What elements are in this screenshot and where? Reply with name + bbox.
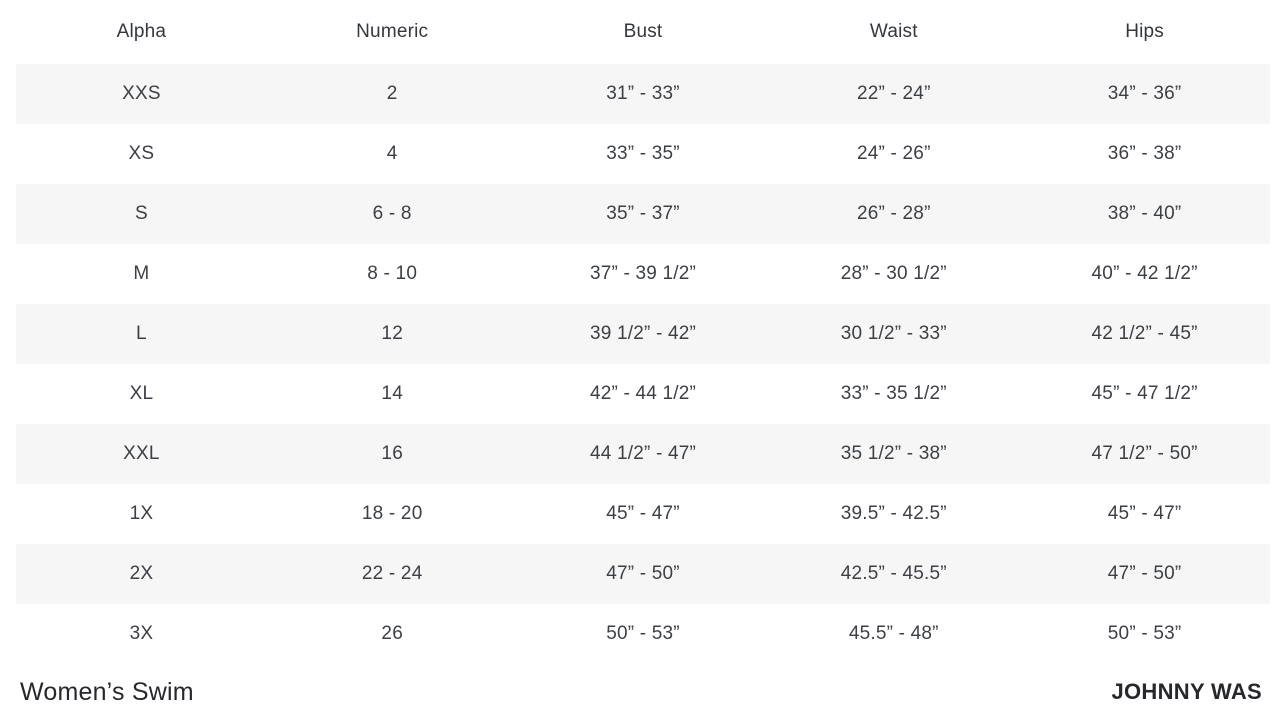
bust-cell: 35” - 37”: [606, 203, 680, 224]
waist-cell: 30 1/2” - 33”: [840, 323, 947, 344]
table-row-s: S 6 - 8 35” - 37” 26” - 28” 38” - 40”: [16, 184, 1270, 244]
waist-cell: 45.5” - 48”: [848, 623, 939, 644]
bust-cell: 39 1/2” - 42”: [589, 323, 697, 344]
alpha-cell: XXS: [122, 83, 161, 104]
hips-cell: 45” - 47”: [1107, 503, 1182, 524]
numeric-cell: 4: [386, 143, 398, 164]
hips-cell: 47” - 50”: [1107, 563, 1182, 584]
column-header-alpha: Alpha: [116, 21, 167, 42]
numeric-cell: 26: [381, 623, 403, 644]
numeric-cell: 8 - 10: [367, 263, 418, 284]
hips-cell: 42 1/2” - 45”: [1091, 323, 1198, 344]
alpha-cell: XXL: [123, 443, 160, 464]
numeric-cell: 18 - 20: [361, 503, 423, 524]
bust-cell: 42” - 44 1/2”: [589, 383, 697, 404]
numeric-cell: 2: [386, 83, 398, 104]
column-header-numeric: Numeric: [356, 21, 429, 42]
hips-cell: 47 1/2” - 50”: [1091, 443, 1198, 464]
numeric-cell: 6 - 8: [372, 203, 412, 224]
alpha-cell: M: [133, 263, 150, 284]
numeric-cell: 16: [381, 443, 403, 464]
waist-cell: 22” - 24”: [856, 83, 931, 104]
table-row-3x: 3X 26 50” - 53” 45.5” - 48” 50” - 53”: [16, 604, 1270, 664]
alpha-cell: XS: [128, 143, 155, 164]
waist-cell: 24” - 26”: [856, 143, 931, 164]
footer: Women’s Swim JOHNNY WAS: [0, 664, 1280, 720]
waist-cell: 42.5” - 45.5”: [840, 563, 947, 584]
table-row-1x: 1X 18 - 20 45” - 47” 39.5” - 42.5” 45” -…: [16, 484, 1270, 544]
table-row-xl: XL 14 42” - 44 1/2” 33” - 35 1/2” 45” - …: [16, 364, 1270, 424]
table-row-m: M 8 - 10 37” - 39 1/2” 28” - 30 1/2” 40”…: [16, 244, 1270, 304]
table-body: XXS 2 31” - 33” 22” - 24” 34” - 36” XS 4…: [16, 64, 1270, 664]
brand-logo: JOHNNY WAS: [1111, 679, 1262, 704]
waist-cell: 33” - 35 1/2”: [840, 383, 947, 404]
page-title: Women’s Swim: [20, 677, 194, 706]
alpha-cell: L: [136, 323, 147, 344]
numeric-cell: 12: [381, 323, 403, 344]
numeric-cell: 14: [381, 383, 403, 404]
waist-cell: 35 1/2” - 38”: [840, 443, 947, 464]
bust-cell: 31” - 33”: [606, 83, 680, 104]
hips-cell: 40” - 42 1/2”: [1091, 263, 1198, 284]
bust-cell: 45” - 47”: [606, 503, 680, 524]
bust-cell: 44 1/2” - 47”: [589, 443, 697, 464]
waist-cell: 26” - 28”: [856, 203, 931, 224]
table-row-2x: 2X 22 - 24 47” - 50” 42.5” - 45.5” 47” -…: [16, 544, 1270, 604]
alpha-cell: 2X: [129, 563, 154, 584]
hips-cell: 38” - 40”: [1107, 203, 1182, 224]
hips-cell: 36” - 38”: [1107, 143, 1182, 164]
alpha-cell: 1X: [129, 503, 154, 524]
bust-cell: 37” - 39 1/2”: [589, 263, 697, 284]
alpha-cell: XL: [129, 383, 154, 404]
bust-cell: 50” - 53”: [606, 623, 680, 644]
hips-cell: 34” - 36”: [1107, 83, 1182, 104]
bust-cell: 33” - 35”: [606, 143, 680, 164]
hips-cell: 45” - 47 1/2”: [1091, 383, 1198, 404]
size-chart-table: Alpha Numeric Bust Waist Hips XXS 2 31” …: [16, 0, 1270, 664]
numeric-cell: 22 - 24: [361, 563, 423, 584]
alpha-cell: 3X: [129, 623, 154, 644]
column-header-hips: Hips: [1125, 21, 1164, 42]
column-header-waist: Waist: [869, 21, 918, 42]
table-row-xxs: XXS 2 31” - 33” 22” - 24” 34” - 36”: [16, 64, 1270, 124]
column-header-bust: Bust: [623, 21, 663, 42]
waist-cell: 28” - 30 1/2”: [840, 263, 947, 284]
table-header-row: Alpha Numeric Bust Waist Hips: [16, 0, 1270, 64]
table-row-l: L 12 39 1/2” - 42” 30 1/2” - 33” 42 1/2”…: [16, 304, 1270, 364]
table-row-xxl: XXL 16 44 1/2” - 47” 35 1/2” - 38” 47 1/…: [16, 424, 1270, 484]
table-row-xs: XS 4 33” - 35” 24” - 26” 36” - 38”: [16, 124, 1270, 184]
bust-cell: 47” - 50”: [606, 563, 680, 584]
waist-cell: 39.5” - 42.5”: [840, 503, 947, 524]
hips-cell: 50” - 53”: [1107, 623, 1182, 644]
alpha-cell: S: [134, 203, 148, 224]
